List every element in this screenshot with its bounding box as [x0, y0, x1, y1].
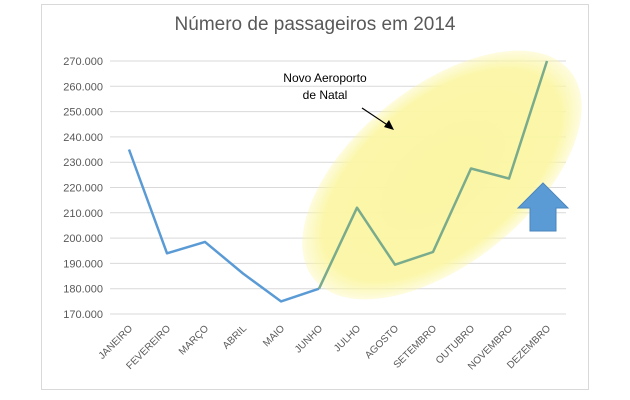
x-tick-label: MARÇO — [177, 323, 211, 357]
up-arrow-icon — [516, 182, 570, 232]
annotation-line2: de Natal — [303, 88, 348, 102]
y-tick-label: 200.000 — [63, 233, 103, 245]
chart-title: Número de passageiros em 2014 — [174, 14, 456, 35]
y-tick-label: 170.000 — [63, 309, 103, 321]
x-tick-label: JUNHO — [293, 323, 325, 355]
series-line-after — [317, 60, 549, 290]
x-tick-label: JULHO — [332, 323, 363, 354]
y-tick-label: 230.000 — [63, 157, 103, 169]
annotation-line1: Novo Aeroporto — [283, 71, 367, 85]
x-tick-label: ABRIL — [221, 323, 250, 352]
y-tick-label: 210.000 — [63, 208, 103, 220]
series — [127, 60, 549, 303]
x-tick-label: MAIO — [261, 323, 287, 349]
y-tick-label: 250.000 — [63, 107, 103, 119]
y-tick-label: 190.000 — [63, 258, 103, 270]
y-axis-tick-labels: 170.000 180.000 190.000 200.000 210.000 220.0… — [63, 56, 103, 321]
y-tick-label: 220.000 — [63, 183, 103, 195]
y-tick-label: 270.000 — [63, 56, 103, 68]
x-tick-label: AGOSTO — [363, 323, 401, 361]
x-tick-label: JANEIRO — [97, 323, 136, 362]
highlight-ellipse — [302, 50, 582, 300]
annotation-arrowhead — [384, 120, 394, 130]
y-tick-label: 260.000 — [63, 81, 103, 93]
y-tick-label: 240.000 — [63, 132, 103, 144]
y-tick-label: 180.000 — [63, 284, 103, 296]
series-line-before — [127, 149, 320, 303]
